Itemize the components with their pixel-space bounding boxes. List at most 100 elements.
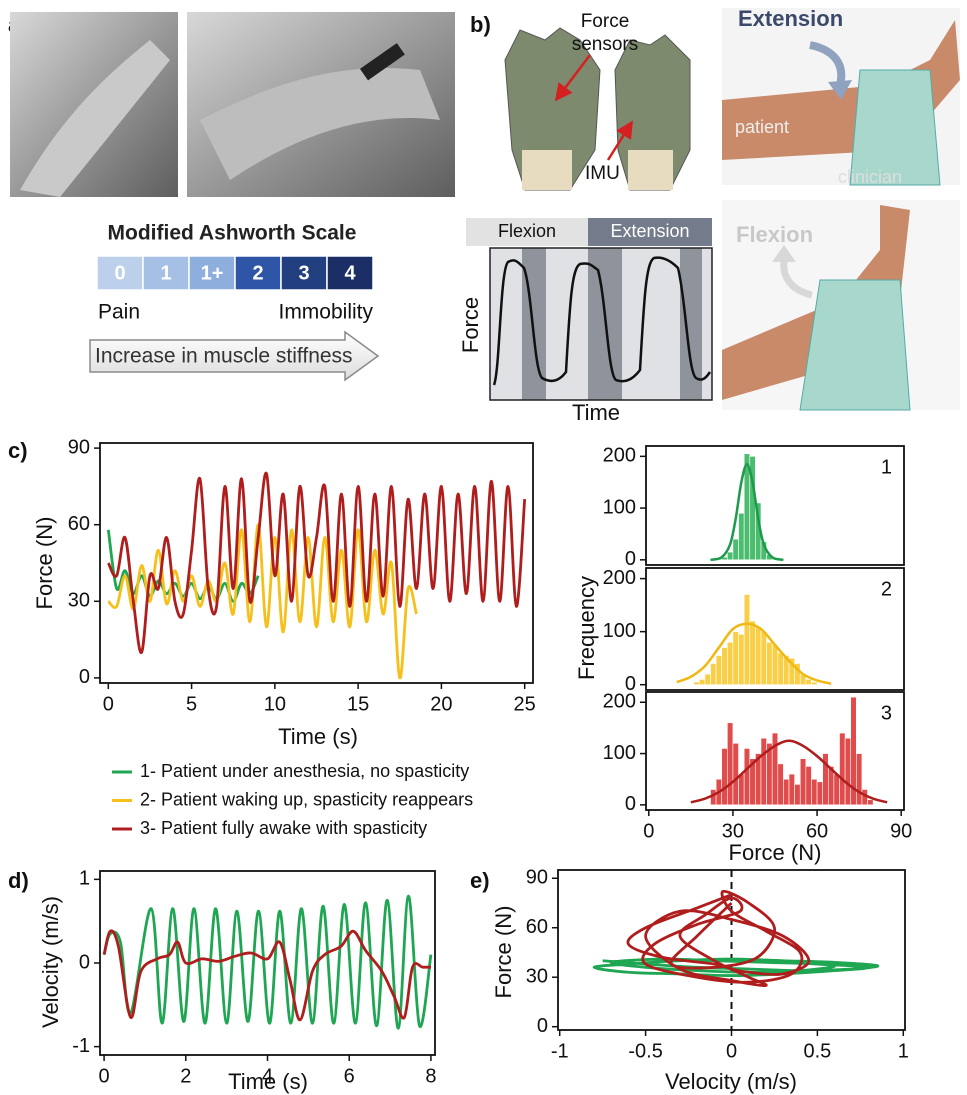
y-tick-label: 0: [625, 793, 636, 815]
bar: [868, 800, 874, 805]
bar: [806, 766, 812, 804]
bar: [761, 632, 767, 685]
schematic-header-text: Flexion: [498, 221, 556, 241]
extension-label: Extension: [738, 6, 843, 31]
legend-label: 1- Patient under anesthesia, no spastici…: [140, 761, 469, 781]
y-axis-label: Frequency: [574, 576, 599, 680]
schematic-ylabel: Force: [458, 297, 483, 353]
x-tick-label: 25: [514, 693, 536, 715]
y-tick-label: 1: [79, 868, 90, 890]
x-tick-label: 8: [425, 1065, 436, 1087]
x-tick-label: 20: [430, 693, 452, 715]
y-tick-label: 30: [526, 965, 548, 987]
x-tick-label: 0: [99, 1065, 110, 1087]
bar: [783, 779, 789, 805]
chart: 01002001: [603, 445, 904, 570]
x-tick-label: 1: [898, 1040, 909, 1062]
scale-left-label: Pain: [98, 301, 140, 324]
panel-label: d): [8, 868, 29, 893]
x-tick-label: 0: [726, 1040, 737, 1062]
legend-label: 3- Patient fully awake with spasticity: [140, 818, 427, 838]
bar: [772, 645, 778, 685]
glove-cuff: [628, 150, 673, 190]
x-tick-label: 5: [186, 693, 197, 715]
y-tick-label: 200: [603, 567, 636, 589]
y-tick-label: -1: [72, 1035, 90, 1057]
bar: [716, 656, 722, 685]
x-axis-label: Time (s): [228, 1069, 308, 1094]
y-tick-label: 30: [68, 590, 90, 612]
x-tick-label: 0.5: [803, 1040, 831, 1062]
scale-level: 0: [114, 262, 125, 284]
bar: [733, 743, 739, 805]
x-axis-label: Force (N): [729, 840, 822, 865]
panel-label: b): [470, 12, 491, 37]
x-tick-label: 10: [264, 693, 286, 715]
bar: [778, 653, 784, 685]
bar: [840, 733, 846, 805]
y-tick-label: 90: [526, 867, 548, 889]
clinician-label: clinician: [838, 167, 902, 187]
scale-right-label: Immobility: [278, 301, 373, 324]
x-tick-label: 0: [643, 820, 654, 842]
bar: [767, 642, 773, 684]
chart: 0306090-1-0.500.51e)Velocity (m/s)Force …: [470, 867, 909, 1094]
scale-level: 1: [160, 262, 171, 284]
x-tick-label: 15: [347, 693, 369, 715]
bar: [750, 621, 756, 685]
scale-level: 1+: [201, 262, 224, 284]
y-tick-label: 200: [603, 691, 636, 713]
x-tick-label: -1: [551, 1040, 569, 1062]
imu-label: IMU: [585, 163, 620, 184]
bar: [755, 626, 761, 684]
y-tick-label: 60: [526, 916, 548, 938]
scale-title: Modified Ashworth Scale: [108, 222, 357, 245]
bar: [727, 723, 733, 805]
y-axis-label: Force (N): [32, 517, 57, 610]
y-axis-label: Velocity (m/s): [38, 896, 63, 1028]
bar: [800, 759, 806, 805]
y-tick-label: 100: [603, 496, 636, 518]
x-tick-label: -0.5: [628, 1040, 662, 1062]
y-tick-label: 0: [79, 666, 90, 688]
chart: -10102468d)Time (s)Velocity (m/s): [8, 868, 436, 1094]
patient-label: patient: [735, 117, 789, 137]
bar: [733, 632, 739, 685]
bar: [727, 642, 733, 684]
schematic-band: [680, 248, 702, 400]
bar: [699, 679, 705, 684]
bar: [795, 784, 801, 805]
arrow-label: Increase in muscle stiffness: [95, 345, 353, 368]
figure: a) Modified Ashworth Scale 011+234 Pain …: [0, 0, 967, 1095]
bar: [739, 513, 745, 560]
scale-level: 4: [344, 262, 356, 284]
bar: [834, 774, 840, 805]
bar: [694, 682, 700, 685]
photo-detail: [800, 280, 910, 410]
y-tick-label: 60: [68, 513, 90, 535]
bar: [739, 774, 745, 805]
bar: [733, 539, 739, 560]
scale-level: 3: [298, 262, 309, 284]
x-tick-label: 90: [890, 820, 912, 842]
x-axis-label: Time (s): [278, 724, 358, 749]
bar: [806, 679, 812, 684]
series-line: [594, 959, 878, 976]
legend-label: 2- Patient waking up, spasticity reappea…: [140, 789, 473, 809]
bar: [778, 764, 784, 805]
panel-label: e): [470, 868, 490, 893]
bar: [739, 634, 745, 684]
x-tick-label: 0: [103, 693, 114, 715]
panel-number: 1: [881, 456, 892, 478]
bar: [811, 779, 817, 805]
x-tick-label: 6: [344, 1065, 355, 1087]
bar: [845, 738, 851, 805]
panel-label: c): [8, 438, 28, 463]
x-axis-label: Velocity (m/s): [665, 1069, 797, 1094]
bar: [727, 552, 733, 560]
sensor-label: sensors: [572, 34, 639, 55]
bar: [711, 663, 717, 684]
bar: [744, 748, 750, 804]
bar: [789, 774, 795, 805]
